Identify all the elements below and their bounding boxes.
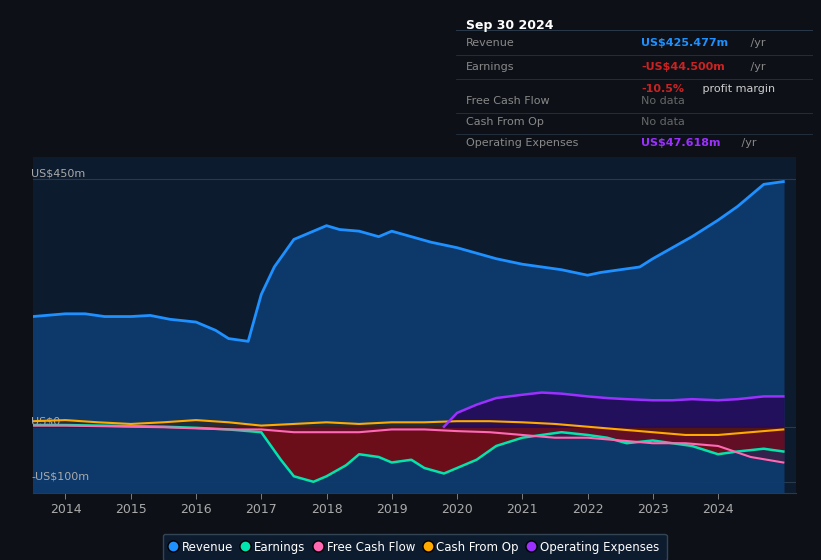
Text: No data: No data <box>641 117 686 127</box>
Text: Free Cash Flow: Free Cash Flow <box>466 96 550 106</box>
Text: Cash From Op: Cash From Op <box>466 117 544 127</box>
Text: US$450m: US$450m <box>31 169 85 179</box>
Text: -10.5%: -10.5% <box>641 83 685 94</box>
Text: profit margin: profit margin <box>699 83 775 94</box>
Text: /yr: /yr <box>738 138 756 148</box>
Text: US$0: US$0 <box>31 417 61 427</box>
Text: Revenue: Revenue <box>466 38 515 48</box>
Text: /yr: /yr <box>747 38 766 48</box>
Text: /yr: /yr <box>747 62 766 72</box>
Legend: Revenue, Earnings, Free Cash Flow, Cash From Op, Operating Expenses: Revenue, Earnings, Free Cash Flow, Cash … <box>163 534 667 560</box>
Text: Operating Expenses: Operating Expenses <box>466 138 579 148</box>
Text: Sep 30 2024: Sep 30 2024 <box>466 19 554 32</box>
Text: US$47.618m: US$47.618m <box>641 138 721 148</box>
Text: -US$44.500m: -US$44.500m <box>641 62 725 72</box>
Text: No data: No data <box>641 96 686 106</box>
Text: -US$100m: -US$100m <box>31 472 89 482</box>
Text: Earnings: Earnings <box>466 62 515 72</box>
Text: US$425.477m: US$425.477m <box>641 38 728 48</box>
